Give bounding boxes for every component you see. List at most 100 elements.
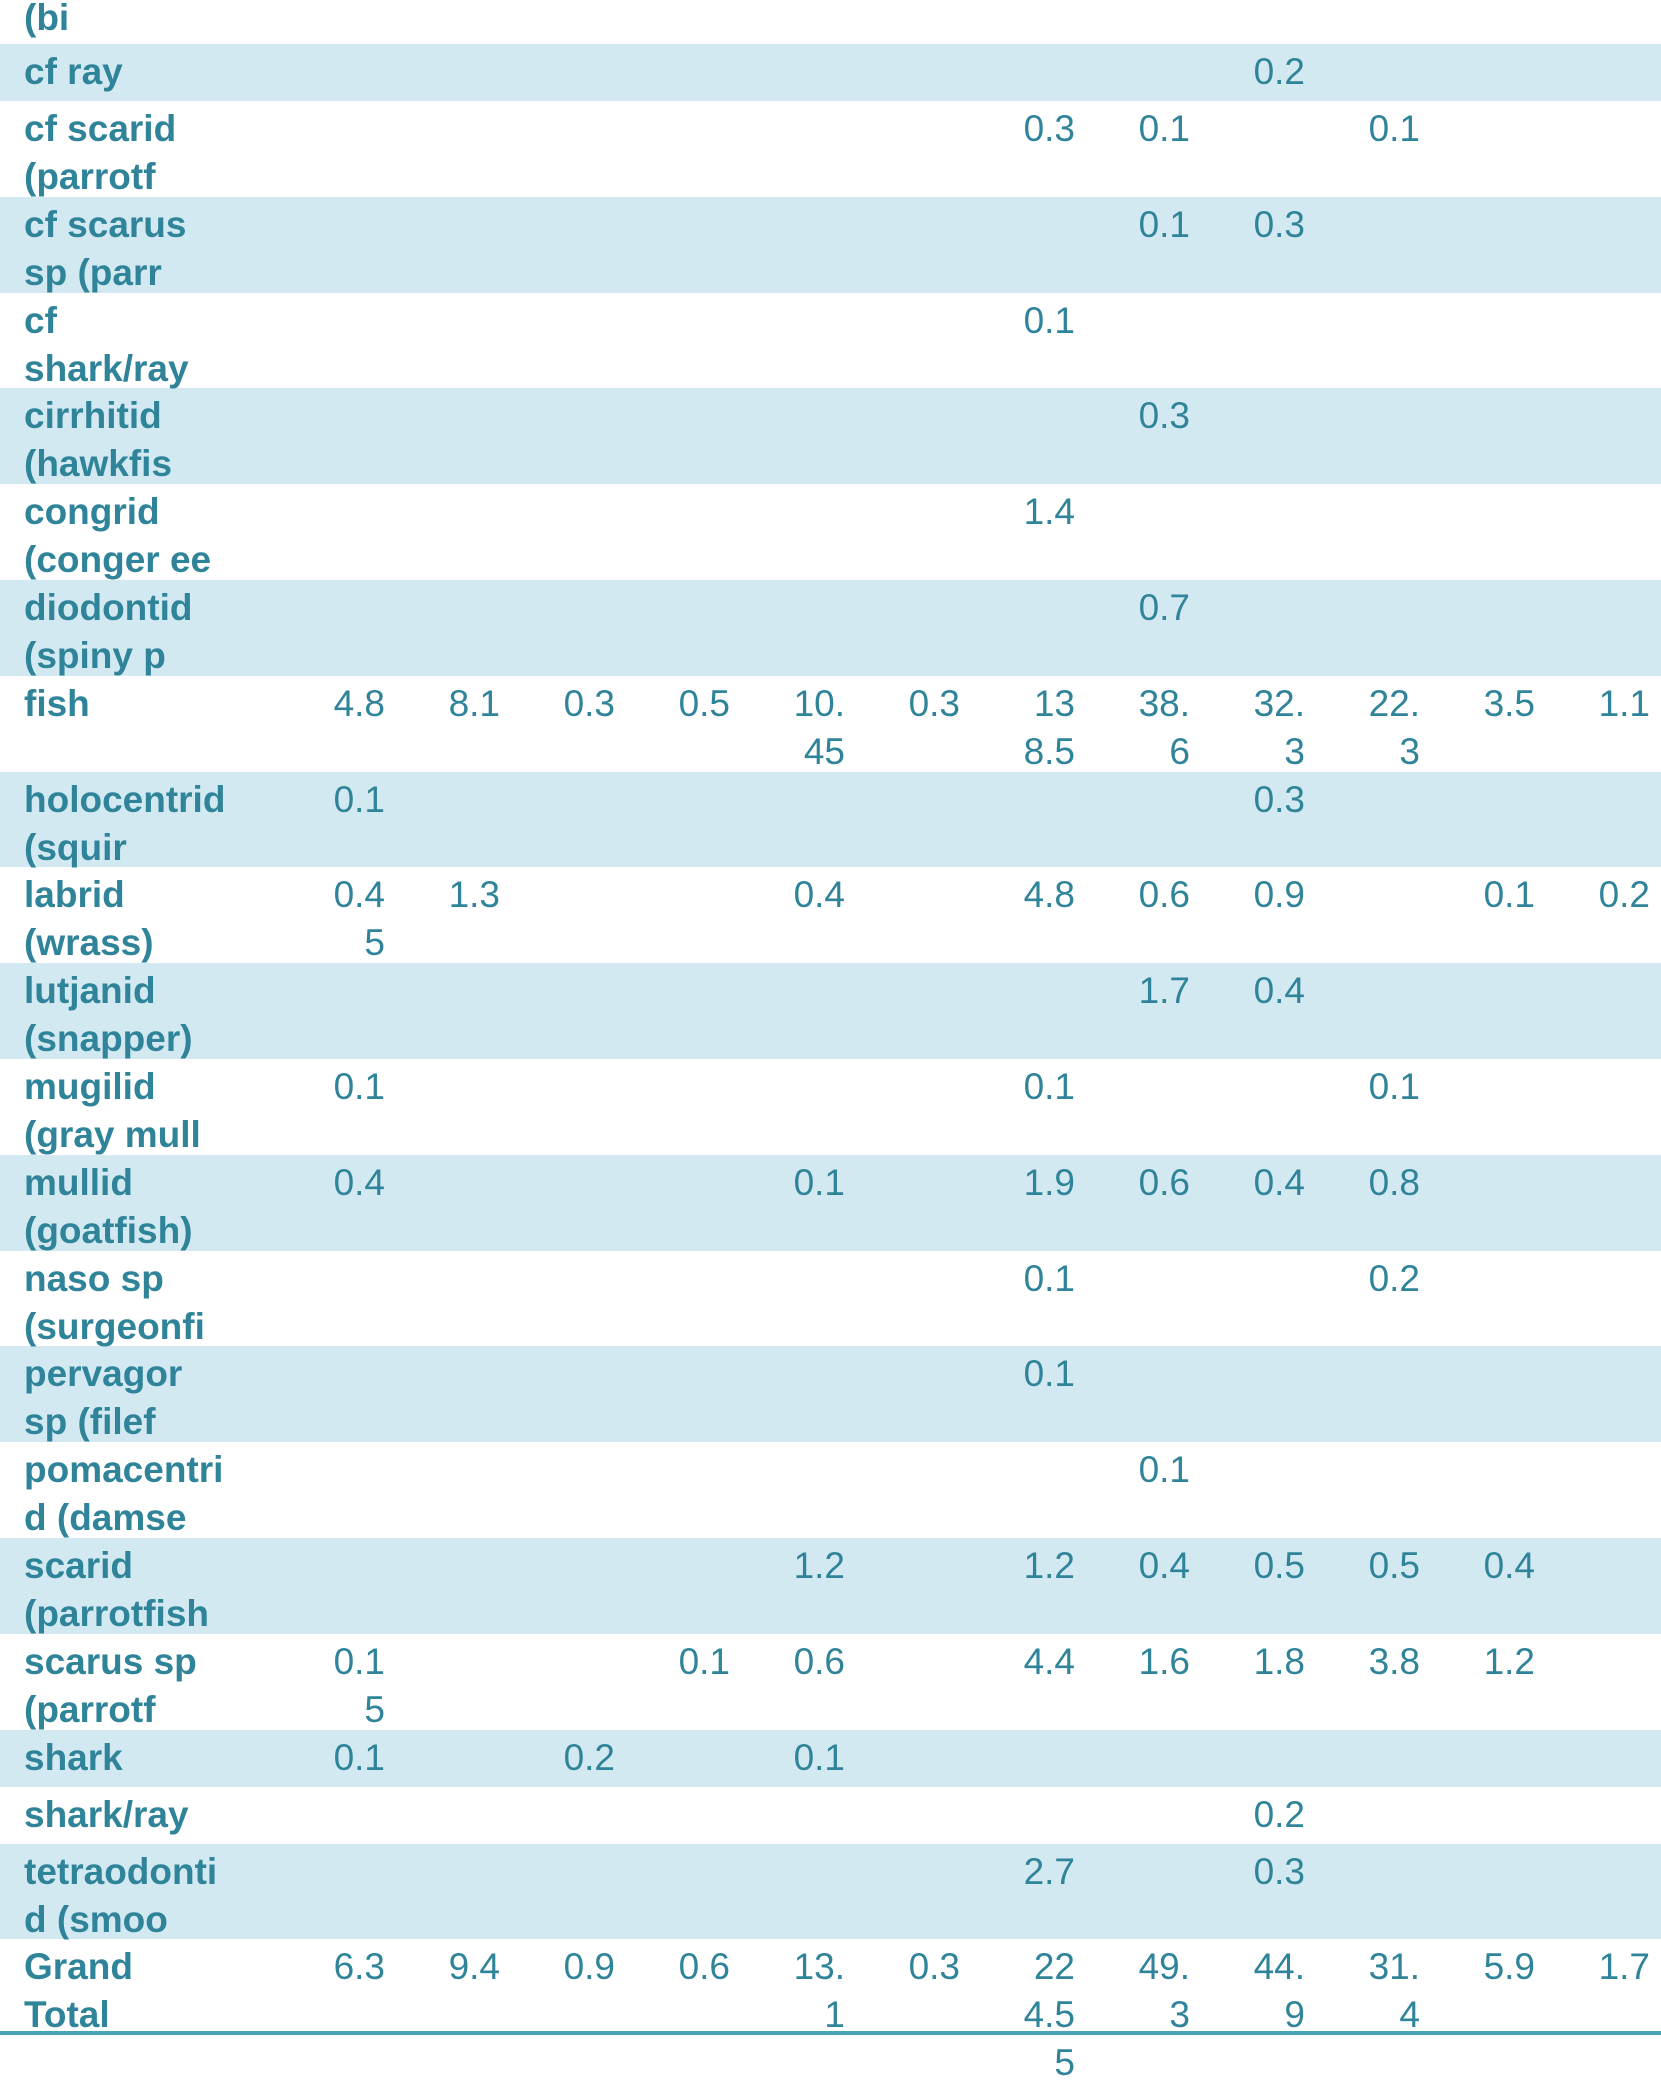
value-cell	[626, 484, 741, 580]
value-cell	[1316, 580, 1431, 676]
value-cell: 0.3	[563, 682, 615, 724]
value-cell	[1546, 44, 1661, 101]
value-cell: 0.1	[1023, 299, 1075, 341]
value-cell: 0.4	[1483, 1544, 1535, 1586]
value-cell: 10.45	[793, 682, 845, 772]
value-cell	[1201, 1251, 1316, 1347]
value-cell	[281, 101, 396, 197]
table-row: cf scarid (parrotf 0.3 0.1 0.1	[0, 101, 1661, 197]
value-cell	[1201, 1059, 1316, 1155]
value-cell	[971, 0, 1086, 44]
value-cell	[1546, 1059, 1661, 1155]
value-cell	[1431, 1442, 1546, 1538]
value-cell	[1431, 963, 1546, 1059]
value-cell: 0.4	[333, 1161, 385, 1203]
row-label: Grand Total	[24, 1946, 133, 2036]
value-cell	[1431, 1844, 1546, 1940]
value-cell: 0.1	[1368, 1065, 1420, 1107]
value-cell	[1431, 1155, 1546, 1251]
value-cell	[971, 44, 1086, 101]
value-cell	[1431, 772, 1546, 868]
table-row: naso sp (surgeonfi 0.1 0.2	[0, 1251, 1661, 1347]
value-cell	[1431, 1730, 1546, 1787]
value-cell	[626, 580, 741, 676]
table-row: scarus sp (parrotf 0.15 0.1 0.6 4.4 1.6 1.8 3.8…	[0, 1634, 1661, 1730]
value-cell	[741, 1251, 856, 1347]
value-cell	[511, 1346, 626, 1442]
value-cell: 0.1	[1023, 1353, 1075, 1395]
value-cell	[396, 1155, 511, 1251]
value-cell	[1201, 388, 1316, 484]
row-label: shark/ray	[24, 1793, 189, 1835]
value-cell	[281, 580, 396, 676]
value-cell	[1086, 1059, 1201, 1155]
value-cell	[741, 1059, 856, 1155]
value-cell	[1546, 772, 1661, 868]
row-label: congrid (conger ee	[24, 491, 212, 581]
value-cell	[511, 1442, 626, 1538]
value-cell	[741, 1346, 856, 1442]
value-cell	[971, 1442, 1086, 1538]
value-cell	[1316, 0, 1431, 44]
value-cell	[626, 1251, 741, 1347]
value-cell: 0.4	[1138, 1544, 1190, 1586]
value-cell	[396, 293, 511, 389]
value-cell: 0.3	[1023, 108, 1075, 149]
value-cell	[1086, 1844, 1201, 1940]
value-cell	[281, 1251, 396, 1347]
value-cell: 0.9	[1253, 874, 1305, 916]
value-cell: 0.1	[333, 1065, 385, 1107]
value-cell: 4.8	[1023, 874, 1075, 916]
value-cell: 0.5	[678, 682, 730, 724]
value-cell	[281, 1346, 396, 1442]
value-cell	[1546, 484, 1661, 580]
value-cell	[281, 1442, 396, 1538]
value-cell	[856, 484, 971, 580]
value-cell	[856, 963, 971, 1059]
value-cell	[856, 1155, 971, 1251]
value-cell: 0.1	[678, 1640, 730, 1682]
row-label: cf scarid (parrotf	[24, 108, 177, 197]
value-cell	[396, 1059, 511, 1155]
value-cell: 0.1	[793, 1736, 845, 1778]
value-cell: 1.2	[1483, 1640, 1535, 1682]
value-cell	[281, 963, 396, 1059]
value-cell	[1431, 197, 1546, 293]
value-cell: 0.15	[333, 1640, 385, 1730]
value-cell	[1086, 44, 1201, 101]
value-cell	[1316, 484, 1431, 580]
value-cell	[511, 1634, 626, 1730]
value-cell	[396, 1730, 511, 1787]
value-cell	[1431, 0, 1546, 44]
value-cell	[396, 44, 511, 101]
value-cell: 1.3	[448, 874, 500, 916]
value-cell	[1201, 1442, 1316, 1538]
value-cell	[856, 293, 971, 389]
value-cell	[971, 580, 1086, 676]
value-cell	[626, 1155, 741, 1251]
value-cell: 224.55	[1023, 1946, 1075, 2084]
value-cell	[281, 293, 396, 389]
value-cell: 2.7	[1023, 1850, 1075, 1892]
value-cell: 8.1	[448, 682, 500, 724]
value-cell	[971, 1730, 1086, 1787]
value-cell: 3.5	[1483, 682, 1535, 724]
value-cell	[1546, 1346, 1661, 1442]
value-cell	[626, 1730, 741, 1787]
value-cell	[1316, 1844, 1431, 1940]
value-cell: 0.7	[1138, 586, 1190, 628]
value-cell	[511, 484, 626, 580]
value-cell: 4.4	[1023, 1640, 1075, 1682]
row-label: fish	[24, 682, 90, 724]
value-cell	[1431, 1787, 1546, 1844]
value-cell: 0.2	[1598, 874, 1650, 916]
value-cell	[281, 197, 396, 293]
value-cell	[1316, 388, 1431, 484]
value-cell: 0.2	[1253, 1793, 1305, 1835]
value-cell	[1086, 0, 1201, 44]
value-cell: 1.2	[1023, 1544, 1075, 1586]
value-cell: 0.4	[1253, 970, 1305, 1012]
table-row: shark/ray 0.2	[0, 1787, 1661, 1844]
value-cell	[1546, 1730, 1661, 1787]
row-label: diodontid (spiny p	[24, 586, 193, 676]
